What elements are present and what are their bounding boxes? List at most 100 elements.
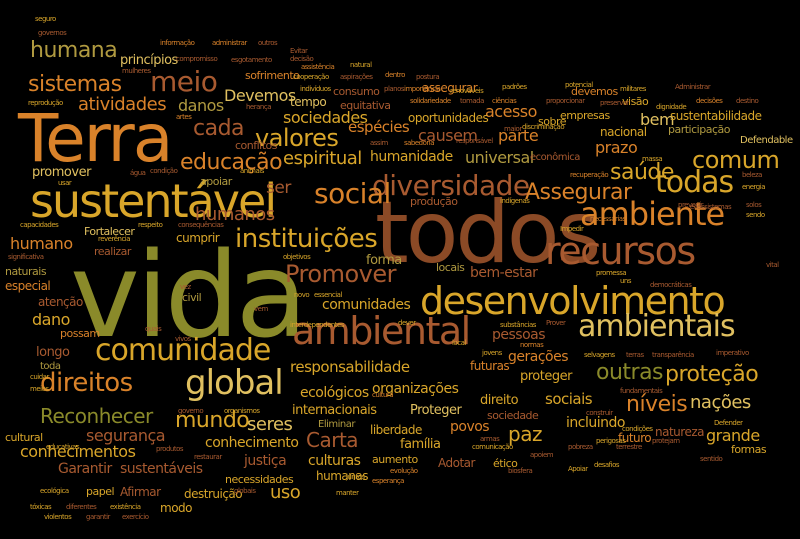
word-espiritual: espiritual: [283, 148, 362, 169]
word-futuro: futuro: [618, 431, 652, 445]
word-sabedoria: sabedoria: [404, 139, 435, 147]
word-modo: modo: [160, 501, 193, 515]
word-forma: forma: [366, 253, 402, 268]
word-direitos: direitos: [40, 368, 133, 398]
word-cultural: cultural: [5, 431, 43, 444]
word-prevenir: prevenir: [678, 201, 704, 209]
word-sofrimento: sofrimento: [245, 69, 300, 82]
word-terra: Terra: [18, 100, 173, 177]
word-toda: toda: [40, 361, 61, 372]
word-possam: possam: [60, 327, 100, 340]
word-natural: natural: [350, 61, 372, 69]
word-apoiar: apoiar: [200, 175, 232, 188]
word-reverencia: reverência: [98, 235, 131, 243]
word-consumo: consumo: [333, 85, 380, 98]
word-bem: bem: [640, 110, 675, 129]
word-padroes: padrões: [502, 83, 527, 91]
word-discriminacao: discriminação: [522, 123, 565, 131]
word-seres: seres: [247, 414, 293, 435]
word-destruicao: destruição: [184, 487, 243, 501]
word-ambiente: ambiente: [580, 195, 725, 233]
word-conflitos: conflitos: [235, 139, 278, 152]
word-familia: família: [400, 437, 441, 452]
word-natureza: natureza: [655, 425, 704, 439]
word-fortalecer: Fortalecer: [84, 225, 135, 238]
word-evitar: Evitar: [290, 47, 308, 55]
word-prazo: prazo: [595, 138, 638, 157]
word-seguro: seguro: [35, 15, 56, 23]
word-causem: causem: [418, 126, 478, 145]
word-social: social: [314, 177, 391, 210]
word-recuperacao: recuperação: [570, 171, 609, 179]
word-compromisso: compromisso: [176, 55, 218, 63]
word-democraticas: democráticas: [650, 281, 692, 289]
word-sociedades: sociedades: [283, 108, 368, 127]
word-longo: longo: [36, 345, 70, 360]
word-empresas: empresas: [560, 109, 610, 122]
word-assim: assim: [370, 139, 388, 147]
word-necessidades: necessidades: [225, 473, 294, 486]
word-heranca: herança: [246, 103, 272, 111]
word-reconhecer: Reconhecer: [40, 404, 153, 428]
word-vez: vez: [180, 283, 191, 291]
word-militares: militares: [620, 85, 646, 93]
word-prover: Prover: [546, 319, 566, 327]
word-ser: ser: [266, 178, 291, 198]
word-proteger: proteger: [520, 369, 572, 384]
word-acesso: acesso: [485, 102, 537, 121]
word-ambiental: ambiental: [292, 309, 471, 353]
word-quais: quais: [145, 325, 162, 333]
word-formas: formas: [731, 443, 767, 456]
word-artes: artes: [176, 113, 192, 121]
word-protecao: proteção: [665, 362, 759, 387]
word-perigosas: perigosas: [596, 437, 626, 445]
word-energia: energia: [742, 183, 765, 191]
word-universal: universal: [465, 148, 534, 167]
word-paz: paz: [508, 422, 542, 446]
word-naturais: naturais: [5, 265, 47, 278]
word-civil: civil: [182, 291, 202, 304]
word-incluindo: incluindo: [566, 415, 625, 431]
word-diversidade: diversidade: [372, 169, 530, 202]
word-justica: justiça: [244, 453, 287, 469]
word-usar: usar: [58, 179, 72, 187]
word-papel: papel: [86, 485, 115, 498]
word-assegurar-cap: Assegurar: [525, 180, 632, 205]
word-substancias: substâncias: [500, 321, 536, 329]
word-vital: vital: [766, 261, 779, 269]
word-pobreza: pobreza: [568, 443, 593, 451]
word-instituicoes: instituições: [235, 224, 378, 254]
word-todos: todos: [375, 183, 601, 283]
word-direito: direito: [480, 393, 519, 408]
word-cuidar: cuidar: [30, 373, 49, 381]
word-assegurar: assegurar: [422, 81, 478, 95]
word-sustentabilidade: sustentabilidade: [670, 109, 762, 123]
word-construir: construir: [586, 409, 613, 417]
word-saude: saúde: [610, 160, 674, 185]
word-sistemas: sistemas: [28, 72, 122, 97]
word-organismos: organismos: [224, 407, 260, 415]
word-culturas: culturas: [308, 453, 361, 469]
word-uns: uns: [620, 277, 632, 285]
word-educativas: educativas: [46, 443, 80, 451]
word-promover: promover: [32, 165, 91, 180]
word-garantir: garantir: [86, 513, 110, 521]
word-essencial: essencial: [314, 291, 342, 299]
word-internacionais: internacionais: [292, 403, 377, 418]
word-realizar: realizar: [94, 245, 131, 258]
word-bem-estar: bem-estar: [470, 265, 538, 281]
word-adotar: Adotar: [438, 456, 475, 470]
word-desenvolvimento: desenvolvimento: [420, 279, 726, 323]
word-terrestre: terrestre: [616, 443, 642, 451]
word-potencial: potencial: [565, 81, 593, 89]
word-dentro: dentro: [385, 71, 405, 79]
word-reproducao: reprodução: [28, 99, 63, 107]
word-povos: povos: [450, 419, 490, 435]
word-humanos: humanos: [195, 204, 275, 225]
word-animais: animais: [240, 167, 264, 175]
word-solos: solos: [746, 201, 762, 209]
word-preservar: preservar: [600, 99, 630, 107]
word-danos: danos: [178, 96, 224, 115]
word-destino: destino: [736, 97, 759, 105]
word-especial: especial: [5, 279, 51, 293]
